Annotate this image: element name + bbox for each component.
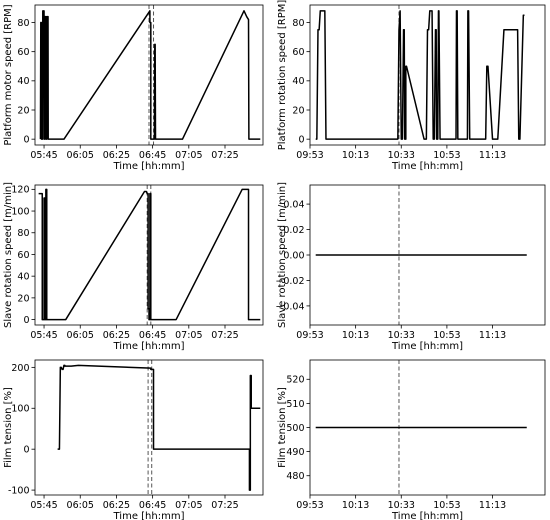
- chart-bottom-left-xtick-label-5: 07:25: [211, 500, 238, 511]
- chart-middle-left-ytick-label-0: 0: [23, 315, 29, 326]
- chart-middle-right-ytick-label-2: 0.00: [283, 250, 304, 261]
- chart-top-right-xtick-label-3: 10:53: [433, 150, 460, 161]
- chart-top-left-xtick-label-0: 05:45: [30, 150, 57, 161]
- chart-top-left-xtick-label-5: 07:25: [211, 150, 238, 161]
- chart-middle-left-ylabel: Slave rotation speed [m/min]: [3, 182, 14, 328]
- chart-bottom-left-ylabel: Film tension [%]: [3, 387, 14, 468]
- chart-middle-right-ytick-label-3: 0.02: [283, 225, 304, 236]
- chart-middle-left-xtick-label-0: 05:45: [30, 330, 57, 341]
- chart-bottom-right-ytick-label-0: 480: [286, 471, 304, 482]
- chart-middle-left-xtick-label-5: 07:25: [211, 330, 238, 341]
- chart-bottom-left-series-0: [57, 364, 261, 491]
- chart-middle-left-xtick-label-4: 07:05: [175, 330, 202, 341]
- chart-top-left-xtick-label-1: 06:05: [67, 150, 94, 161]
- chart-top-right-ytick-label-2: 40: [292, 76, 304, 87]
- chart-top-right-xlabel: Time [hh:mm]: [391, 161, 463, 172]
- chart-bottom-right-ylabel: Film tension [%]: [277, 387, 288, 468]
- chart-bottom-left-xtick-label-3: 06:45: [139, 500, 166, 511]
- chart-middle-left-xtick-label-1: 06:05: [67, 330, 94, 341]
- chart-middle-right-ytick-label-0: −0.04: [275, 301, 304, 312]
- chart-middle-right-xtick-label-1: 10:13: [342, 330, 369, 341]
- chart-bottom-right-ytick-label-1: 490: [286, 447, 304, 458]
- chart-top-left-ytick-label-3: 60: [17, 47, 29, 58]
- chart-middle-right-xtick-label-0: 09:53: [296, 330, 323, 341]
- chart-middle-left-ytick-label-2: 40: [17, 272, 29, 283]
- chart-top-right-ylabel: Platform rotation speed [RPM]: [277, 0, 288, 150]
- chart-top-right-ytick-label-1: 20: [292, 105, 304, 116]
- chart-middle-right-xtick-label-4: 11:13: [479, 330, 506, 341]
- chart-middle-left-ytick-label-5: 100: [11, 206, 29, 217]
- chart-bottom-left: 05:45 06:05 06:25 06:45 07:05 07:25 -100 0 100 20…: [3, 359, 264, 520]
- chart-top-right-xtick-label-4: 11:13: [479, 150, 506, 161]
- chart-top-left-series-0: [39, 10, 261, 140]
- chart-middle-left-ytick-label-3: 60: [17, 250, 29, 261]
- chart-top-left-xtick-label-3: 06:45: [139, 150, 166, 161]
- chart-top-right-xtick-label-2: 10:33: [388, 150, 415, 161]
- chart-middle-left-ytick-label-6: 120: [11, 185, 29, 196]
- chart-middle-left-series-0: [38, 188, 261, 321]
- chart-middle-left-ytick-label-1: 20: [17, 293, 29, 304]
- chart-bottom-left-xtick-label-1: 06:05: [67, 500, 94, 511]
- chart-top-left-xlabel: Time [hh:mm]: [113, 161, 185, 172]
- chart-bottom-right-ytick-label-4: 520: [286, 375, 304, 386]
- chart-middle-right-xtick-label-3: 10:53: [433, 330, 460, 341]
- chart-bottom-right-xtick-label-0: 09:53: [296, 500, 323, 511]
- chart-top-left-xtick-label-4: 07:05: [175, 150, 202, 161]
- chart-bottom-right-xlabel: Time [hh:mm]: [391, 511, 463, 520]
- chart-top-left-frame: [34, 4, 264, 146]
- chart-top-left-ylabel: Platform motor speed [RPM]: [3, 4, 14, 145]
- chart-middle-right-ytick-label-4: 0.04: [283, 199, 304, 210]
- chart-middle-right-ytick-label-1: −0.02: [275, 276, 304, 287]
- chart-bottom-left-ytick-label-0: -100: [8, 485, 30, 496]
- chart-top-left-ytick-label-2: 40: [17, 76, 29, 87]
- chart-middle-left-xtick-label-2: 06:25: [103, 330, 130, 341]
- chart-top-right-series-0: [315, 10, 525, 140]
- chart-top-right-xtick-label-1: 10:13: [342, 150, 369, 161]
- chart-top-right-frame: [309, 4, 546, 146]
- chart-top-right-ytick-label-3: 60: [292, 47, 304, 58]
- chart-top-left-ytick-label-4: 80: [17, 18, 29, 29]
- chart-bottom-right-ytick-label-2: 500: [286, 423, 304, 434]
- chart-middle-right: 09:53 10:13 10:33 10:53 11:13 −0.04 −0.02 0.00 0…: [275, 182, 546, 352]
- chart-bottom-right: 09:53 10:13 10:33 10:53 11:13 480 490 500 510 520…: [277, 359, 546, 520]
- chart-bottom-right-xtick-label-1: 10:13: [342, 500, 369, 511]
- chart-bottom-left-xtick-label-0: 05:45: [30, 500, 57, 511]
- chart-bottom-left-frame: [34, 359, 264, 496]
- chart-bottom-left-ytick-label-3: 200: [11, 363, 29, 374]
- chart-middle-left-frame: [34, 184, 264, 326]
- chart-middle-left-xtick-label-3: 06:45: [139, 330, 166, 341]
- chart-top-left: 05:45 06:05 06:25 06:45 07:05 07:25 0 20 40 60 80 T…: [3, 4, 264, 172]
- chart-bottom-left-ytick-label-2: 100: [11, 404, 29, 415]
- chart-middle-right-xlabel: Time [hh:mm]: [391, 341, 463, 352]
- chart-middle-right-ylabel: Slave rotation speed [m/min]: [277, 182, 288, 328]
- chart-bottom-left-ytick-label-1: 0: [23, 445, 29, 456]
- chart-middle-right-xtick-label-2: 10:33: [388, 330, 415, 341]
- chart-middle-left: 05:45 06:05 06:25 06:45 07:05 07:25 0 20 40 60 80 1…: [3, 182, 264, 352]
- chart-top-right-xtick-label-0: 09:53: [296, 150, 323, 161]
- chart-top-left-ytick-label-1: 20: [17, 105, 29, 116]
- chart-top-right: 09:53 10:13 10:33 10:53 11:13 0 20 40 60 80 Time […: [277, 0, 546, 172]
- chart-bottom-right-xtick-label-3: 10:53: [433, 500, 460, 511]
- chart-bottom-right-xtick-label-4: 11:13: [479, 500, 506, 511]
- chart-bottom-left-xtick-label-2: 06:25: [103, 500, 130, 511]
- chart-middle-left-ytick-label-4: 80: [17, 228, 29, 239]
- chart-bottom-right-ytick-label-3: 510: [286, 399, 304, 410]
- chart-bottom-right-xtick-label-2: 10:33: [388, 500, 415, 511]
- chart-middle-left-xlabel: Time [hh:mm]: [113, 341, 185, 352]
- chart-bottom-left-xtick-label-4: 07:05: [175, 500, 202, 511]
- chart-top-left-ytick-label-0: 0: [23, 135, 29, 146]
- chart-top-right-ytick-label-4: 80: [292, 18, 304, 29]
- chart-top-left-xtick-label-2: 06:25: [103, 150, 130, 161]
- chart-bottom-left-xlabel: Time [hh:mm]: [113, 511, 185, 520]
- chart-top-right-ytick-label-0: 0: [298, 135, 304, 146]
